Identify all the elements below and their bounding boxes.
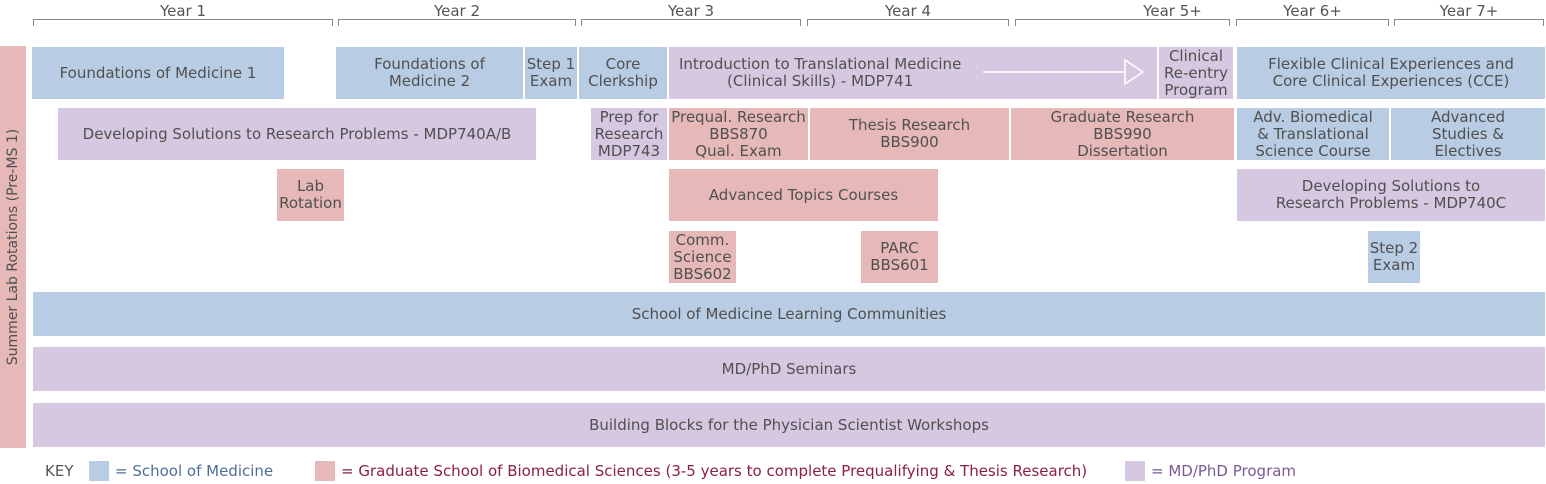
year-label: Year 2	[433, 2, 481, 20]
som-swatch	[89, 461, 109, 481]
year-6-header: Year 6+	[1236, 2, 1389, 26]
year-1-header: Year 1	[33, 2, 333, 26]
key-gsbs-label: = Graduate School of Biomedical Sciences…	[341, 462, 1088, 480]
key-som-label: = School of Medicine	[115, 462, 274, 480]
advanced-studies-electives: Advanced Studies & Electives	[1391, 108, 1545, 160]
year-2-header: Year 2	[338, 2, 576, 26]
arrow-icon	[983, 58, 1145, 86]
prep-for-research: Prep for Research MDP743	[591, 108, 667, 160]
year-5-header: Year 5+	[1015, 2, 1230, 26]
key-label: KEY	[45, 460, 73, 482]
foundations-medicine-1: Foundations of Medicine 1	[32, 47, 284, 99]
comm-science: Comm. Science BBS602	[669, 231, 736, 283]
year-label: Year 6+	[1283, 2, 1342, 20]
intro-translational-medicine: Introduction to Translational Medicine (…	[669, 47, 1157, 99]
thesis-research: Thesis Research BBS900	[810, 108, 1009, 160]
building-blocks-workshops: Building Blocks for the Physician Scient…	[33, 403, 1545, 447]
parc: PARC BBS601	[861, 231, 938, 283]
mdphd-seminars: MD/PhD Seminars	[33, 347, 1545, 391]
year-label: Year 1	[159, 2, 207, 20]
mdphd-swatch	[1125, 461, 1145, 481]
adv-biomedical-course: Adv. Biomedical & Translational Science …	[1237, 108, 1389, 160]
year-3-header: Year 3	[581, 2, 801, 26]
year-label: Year 3	[667, 2, 715, 20]
flexible-clinical-experiences: Flexible Clinical Experiences and Core C…	[1237, 47, 1545, 99]
developing-solutions-c: Developing Solutions to Research Problem…	[1237, 169, 1545, 221]
developing-solutions-ab: Developing Solutions to Research Problem…	[58, 108, 536, 160]
key-som: = School of Medicine	[89, 460, 273, 482]
learning-communities: School of Medicine Learning Communities	[33, 292, 1545, 336]
key-mdphd-label: = MD/PhD Program	[1151, 462, 1297, 480]
key-mdphd: = MD/PhD Program	[1125, 460, 1296, 482]
year-label: Year 7+	[1439, 2, 1499, 20]
side-label: Summer Lab Rotations (Pre-MS 1)	[5, 128, 22, 366]
step1-exam: Step 1 Exam	[525, 47, 577, 99]
core-clerkship: Core Clerkship	[579, 47, 667, 99]
lab-rotation: Lab Rotation	[277, 169, 344, 221]
summer-lab-rotations-bar: Summer Lab Rotations (Pre-MS 1)	[0, 46, 26, 448]
foundations-medicine-2: Foundations of Medicine 2	[336, 47, 523, 99]
year-4-header: Year 4	[807, 2, 1009, 26]
year-label: Year 4	[884, 2, 932, 20]
graduate-research: Graduate Research BBS990 Dissertation	[1011, 108, 1234, 160]
gsbs-swatch	[315, 461, 335, 481]
step2-exam: Step 2 Exam	[1368, 231, 1420, 283]
year-label: Year 5+	[1143, 2, 1202, 20]
key-title: KEY	[45, 462, 74, 480]
prequal-research: Prequal. Research BBS870 Qual. Exam	[669, 108, 808, 160]
key-gsbs: = Graduate School of Biomedical Sciences…	[315, 460, 1087, 482]
year-7-header: Year 7+	[1394, 2, 1544, 26]
clinical-reentry-program: Clinical Re-entry Program	[1159, 47, 1233, 99]
advanced-topics-courses: Advanced Topics Courses	[669, 169, 938, 221]
